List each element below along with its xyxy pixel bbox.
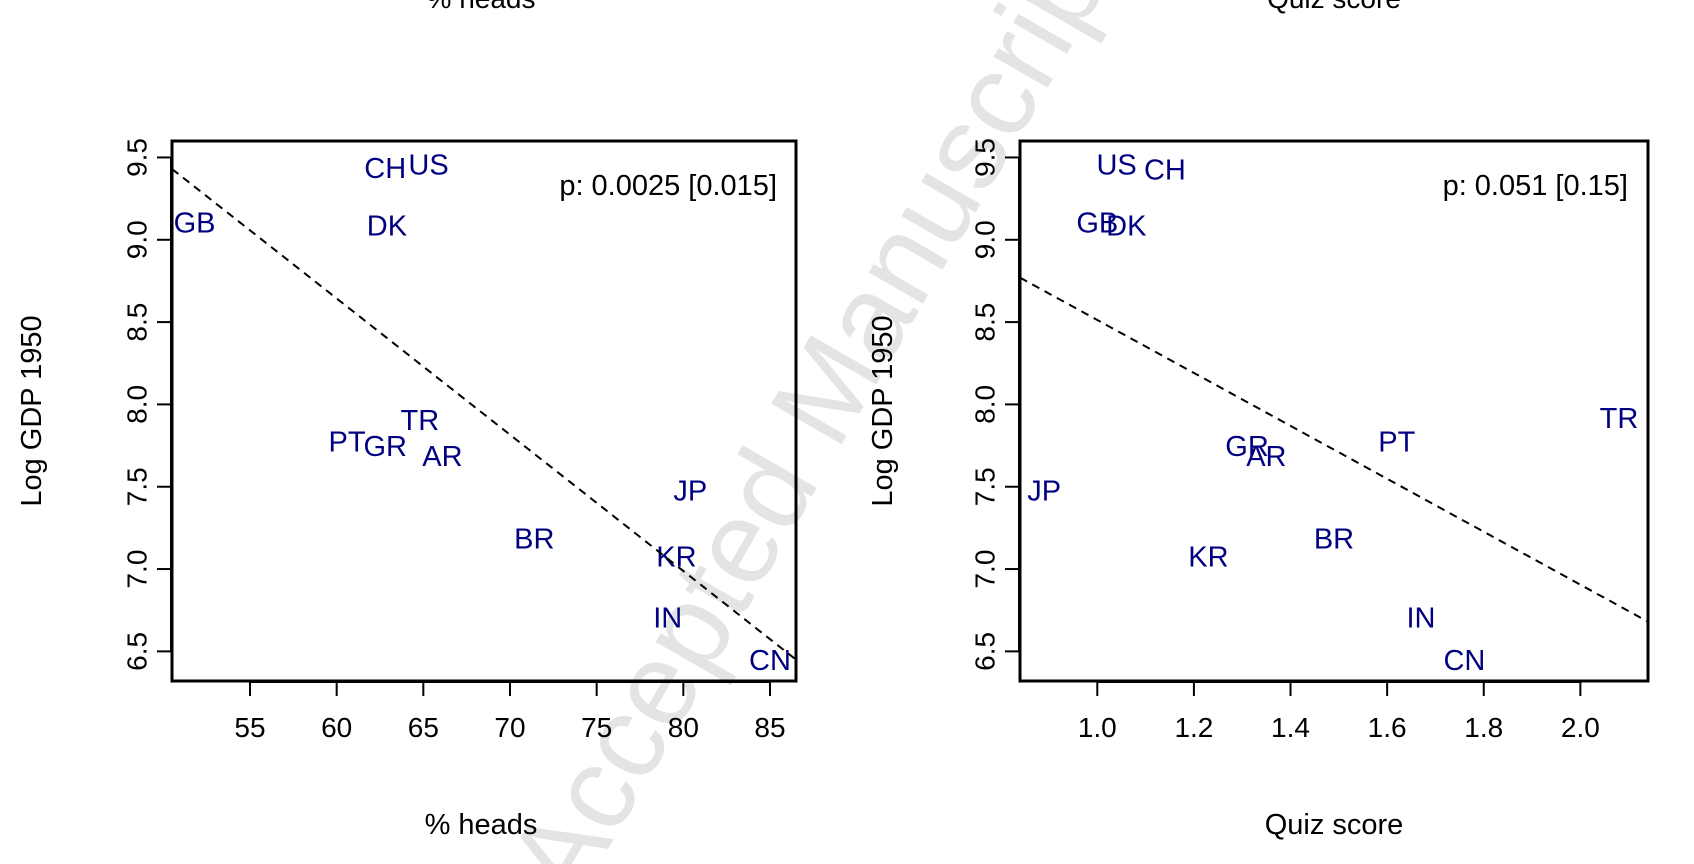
right-point-jp: JP [1027,476,1061,508]
right-y-tick-label: 9.0 [970,220,1001,259]
right-y-tick-label: 8.5 [970,303,1001,342]
left-x-tick-label: 80 [668,712,699,743]
right-x-tick-label: 1.0 [1078,712,1117,743]
right-top-clipped-label: Quiz score [1267,0,1401,14]
right-y-tick-label: 9.5 [970,138,1001,177]
left-y-axis-title: Log GDP 1950 [16,315,48,506]
right-point-ar: AR [1246,441,1286,473]
left-y-tick-label: 8.5 [122,303,153,342]
left-point-in: IN [653,602,682,634]
right-p-value-annotation: p: 0.051 [0.15] [1443,170,1628,202]
right-x-tick-label: 1.6 [1368,712,1407,743]
left-x-tick-label: 70 [494,712,525,743]
left-point-br: BR [514,523,554,555]
right-point-ch: CH [1144,155,1186,187]
left-top-clipped-label: % heads [427,0,536,14]
right-y-tick-label: 8.0 [970,385,1001,424]
left-point-us: US [408,150,448,182]
right-y-tick-label: 6.5 [970,632,1001,671]
right-point-br: BR [1314,523,1354,555]
right-point-kr: KR [1188,542,1228,574]
left-point-dk: DK [367,211,408,243]
left-point-tr: TR [401,405,440,437]
left-y-tick-label: 7.5 [122,467,153,506]
left-point-ch: CH [364,153,406,185]
left-x-axis: 55 60 65 70 75 80 85 [234,681,786,743]
left-y-tick-label: 6.5 [122,632,153,671]
right-fit-line [1019,276,1649,623]
left-x-tick-label: 60 [321,712,352,743]
left-point-pt: PT [329,426,366,458]
right-point-pt: PT [1378,426,1415,458]
left-y-tick-label: 8.0 [122,385,153,424]
right-x-axis-title: Quiz score [1265,809,1404,841]
right-y-axis-title: Log GDP 1950 [867,315,899,506]
left-x-tick-label: 75 [581,712,612,743]
left-x-tick-label: 85 [754,712,785,743]
left-y-axis: 6.5 7.0 7.5 8.0 8.5 9.0 9.5 [122,138,172,671]
right-x-tick-label: 1.4 [1271,712,1310,743]
left-point-ar: AR [422,441,462,473]
right-point-dk: DK [1106,211,1147,243]
right-point-in: IN [1406,602,1435,634]
right-x-tick-label: 1.8 [1464,712,1503,743]
right-point-gr: GR [1225,431,1269,463]
right-point-tr: TR [1600,403,1639,435]
left-x-tick-label: 65 [408,712,439,743]
right-point-us: US [1096,150,1136,182]
left-y-tick-label: 9.5 [122,138,153,177]
left-point-cn: CN [749,645,791,677]
right-y-tick-label: 7.5 [970,467,1001,506]
right-x-tick-label: 2.0 [1561,712,1600,743]
left-point-jp: JP [673,476,707,508]
left-x-tick-label: 55 [234,712,265,743]
left-point-gr: GR [363,431,407,463]
left-p-value-annotation: p: 0.0025 [0.015] [559,170,777,202]
left-x-axis-title: % heads [425,809,538,841]
right-x-axis: 1.0 1.2 1.4 1.6 1.8 2.0 [1078,681,1600,743]
left-y-tick-label: 9.0 [122,220,153,259]
right-y-axis: 6.5 7.0 7.5 8.0 8.5 9.0 9.5 [970,138,1020,671]
left-point-kr: KR [656,542,696,574]
left-fit-line [171,168,797,661]
right-point-cn: CN [1443,645,1485,677]
right-x-tick-label: 1.2 [1174,712,1213,743]
left-point-gb: GB [174,207,216,239]
right-point-gb: GB [1076,207,1118,239]
left-y-tick-label: 7.0 [122,550,153,589]
right-y-tick-label: 7.0 [970,550,1001,589]
